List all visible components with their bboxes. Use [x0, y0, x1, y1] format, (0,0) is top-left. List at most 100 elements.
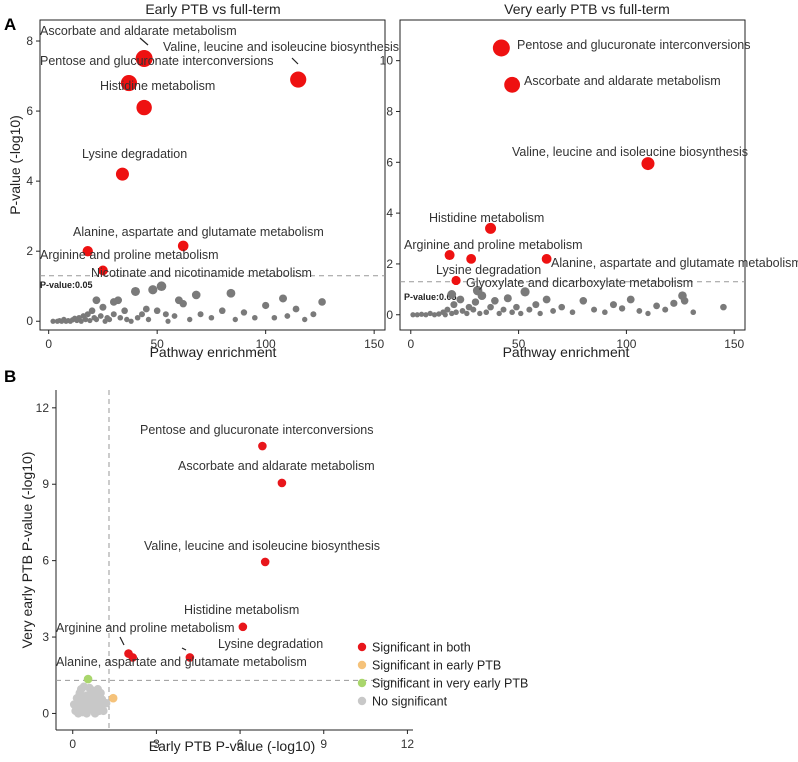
x-tick-label: 0 [407, 337, 414, 351]
point-significant[interactable] [466, 253, 477, 264]
point-nonsignificant [449, 310, 455, 317]
point-label: Nicotinate and nicotinamide metabolism [91, 266, 312, 280]
point-very_early[interactable] [83, 674, 93, 684]
panel-label-b: B [4, 367, 16, 386]
point-both[interactable] [258, 441, 267, 451]
point-significant[interactable] [98, 265, 108, 276]
x-tick-label: 50 [150, 337, 164, 351]
point-significant[interactable] [290, 71, 307, 88]
point-nonsignificant [450, 301, 458, 309]
point-significant[interactable] [451, 275, 461, 286]
x-tick-label: 3 [153, 737, 160, 751]
point-nonsignificant [509, 309, 515, 316]
point-nonsignificant [110, 311, 117, 318]
point-nonsignificant [87, 317, 93, 324]
point-nonsignificant [171, 313, 178, 319]
threshold-label: P-value:0.05 [404, 292, 457, 302]
point-both[interactable] [128, 653, 137, 662]
point-significant[interactable] [641, 157, 655, 171]
point-nonsignificant [106, 316, 113, 323]
point-nonsignificant [680, 296, 689, 305]
point-nonsignificant [410, 312, 416, 318]
point-early[interactable] [108, 693, 118, 703]
point-both[interactable] [260, 557, 270, 567]
point-label: Ascorbate and aldarate metabolism [524, 74, 721, 88]
point-both[interactable] [238, 622, 248, 632]
point-nonsignificant [464, 310, 470, 317]
point-nonsignificant [271, 314, 278, 321]
point-significant[interactable] [136, 99, 152, 116]
point-nonsignificant [78, 318, 84, 324]
legend-label: Significant in very early PTB [372, 677, 528, 691]
point-nonsignificant [88, 307, 96, 315]
point-label: Pentose and glucuronate interconversions [517, 38, 750, 52]
x-axis-title: Pathway enrichment [150, 344, 277, 360]
point-nonsignificant [447, 290, 457, 299]
x-axis-title: Early PTB P-value (-log10) [149, 738, 316, 754]
point-nonsignificant [218, 307, 226, 315]
x-tick-label: 150 [364, 337, 384, 351]
y-tick-label: 10 [380, 54, 394, 68]
point-significant[interactable] [504, 76, 521, 93]
point-nonsignificant [609, 301, 617, 309]
legend-label: Significant in both [372, 641, 471, 655]
point-nonsignificant [292, 305, 300, 313]
y-tick-label: 6 [26, 104, 33, 118]
point-both[interactable] [277, 478, 287, 488]
point-nonsignificant [487, 303, 494, 311]
point-nonsignificant [626, 295, 635, 304]
point-nonsignificant [96, 688, 105, 698]
point-nonsignificant [618, 305, 626, 312]
point-nonsignificant [138, 311, 145, 318]
x-axis-title: Pathway enrichment [503, 344, 630, 360]
point-nonsignificant [483, 309, 490, 316]
point-label: Arginine and proline metabolism [56, 621, 235, 635]
point-label: Lysine degradation [82, 147, 187, 161]
point-significant[interactable] [135, 50, 153, 68]
point-nonsignificant [500, 306, 507, 313]
point-nonsignificant [496, 310, 502, 317]
y-tick-label: 12 [36, 401, 50, 415]
point-nonsignificant [174, 296, 183, 305]
point-significant[interactable] [82, 245, 93, 257]
point-significant[interactable] [485, 222, 497, 234]
point-nonsignificant [477, 310, 483, 317]
point-both[interactable] [185, 653, 195, 662]
y-tick-label: 2 [26, 244, 33, 258]
point-nonsignificant [78, 692, 87, 702]
point-nonsignificant [453, 309, 459, 316]
point-nonsignificant [156, 281, 167, 292]
panel-label-a: A [4, 15, 16, 34]
point-nonsignificant [427, 310, 433, 317]
plot-frame [39, 19, 386, 331]
point-nonsignificant [503, 294, 512, 303]
point-significant[interactable] [492, 39, 510, 57]
point-nonsignificant [252, 314, 258, 321]
point-significant[interactable] [444, 250, 455, 261]
y-axis-title: P-value (-log10) [7, 115, 23, 215]
point-nonsignificant [636, 308, 643, 314]
point-nonsignificant [442, 312, 448, 318]
point-label: Valine, leucine and isoleucine biosynthe… [512, 145, 748, 159]
y-tick-label: 3 [42, 630, 49, 644]
y-tick-label: 0 [26, 314, 33, 328]
point-significant[interactable] [120, 74, 138, 92]
point-label: Ascorbate and aldarate metabolism [178, 459, 375, 473]
point-nonsignificant [148, 285, 158, 295]
point-nonsignificant [86, 701, 96, 711]
legend-swatch [357, 660, 367, 670]
point-significant[interactable] [177, 240, 189, 252]
point-label: Histidine metabolism [429, 211, 544, 225]
point-label: Ascorbate and aldarate metabolism [40, 24, 237, 38]
label-leader [119, 636, 125, 646]
x-tick-label: 150 [724, 337, 744, 351]
point-label: Alanine, aspartate and glutamate metabol… [56, 655, 307, 669]
point-nonsignificant [124, 316, 130, 323]
point-significant[interactable] [541, 253, 552, 264]
point-nonsignificant [670, 299, 678, 307]
point-nonsignificant [50, 318, 56, 324]
chart-comparison: Early PTB P-value (-log10) Very early PT… [19, 390, 528, 754]
point-nonsignificant [99, 303, 107, 311]
point-significant[interactable] [115, 167, 129, 181]
